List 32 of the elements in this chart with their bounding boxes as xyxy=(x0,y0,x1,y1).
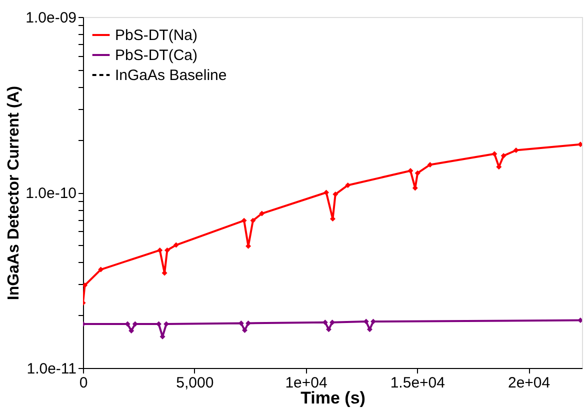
point xyxy=(241,218,247,224)
point xyxy=(408,168,414,174)
y-tick-label: 1.0e-09 xyxy=(26,10,76,26)
point xyxy=(250,218,256,224)
point xyxy=(157,247,163,253)
x-tick-label: 5,000 xyxy=(176,374,214,392)
point xyxy=(578,142,582,148)
point xyxy=(414,170,420,176)
point xyxy=(492,151,498,157)
legend-label: PbS-DT(Ca) xyxy=(115,47,198,64)
point xyxy=(324,190,329,196)
x-tick-label: 1e+04 xyxy=(285,374,328,392)
point xyxy=(345,182,351,188)
x-tick-label: 2e+04 xyxy=(508,374,550,392)
x-axis-title: Time (s) xyxy=(300,388,366,408)
point xyxy=(259,210,265,216)
y-tick-label: 1.0e-11 xyxy=(26,360,76,378)
point xyxy=(427,162,433,168)
legend-label: InGaAs Baseline xyxy=(115,67,227,84)
x-tick-label: 0 xyxy=(79,374,88,392)
point xyxy=(366,326,372,332)
point xyxy=(500,152,506,158)
point xyxy=(173,242,179,248)
point xyxy=(326,326,332,332)
point xyxy=(242,328,248,334)
y-tick-label: 1.0e-10 xyxy=(26,185,76,202)
y-axis-title: InGaAs Detector Current (A) xyxy=(6,86,23,300)
legend-label: PbS-DT(Na) xyxy=(115,27,198,44)
x-tick-label: 1.5e+04 xyxy=(390,374,445,392)
point xyxy=(98,266,104,272)
point xyxy=(128,328,134,334)
point xyxy=(164,247,170,253)
